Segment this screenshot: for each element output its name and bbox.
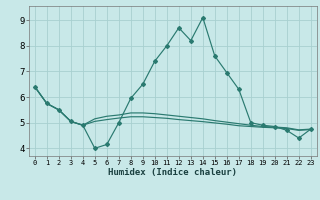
X-axis label: Humidex (Indice chaleur): Humidex (Indice chaleur): [108, 168, 237, 177]
